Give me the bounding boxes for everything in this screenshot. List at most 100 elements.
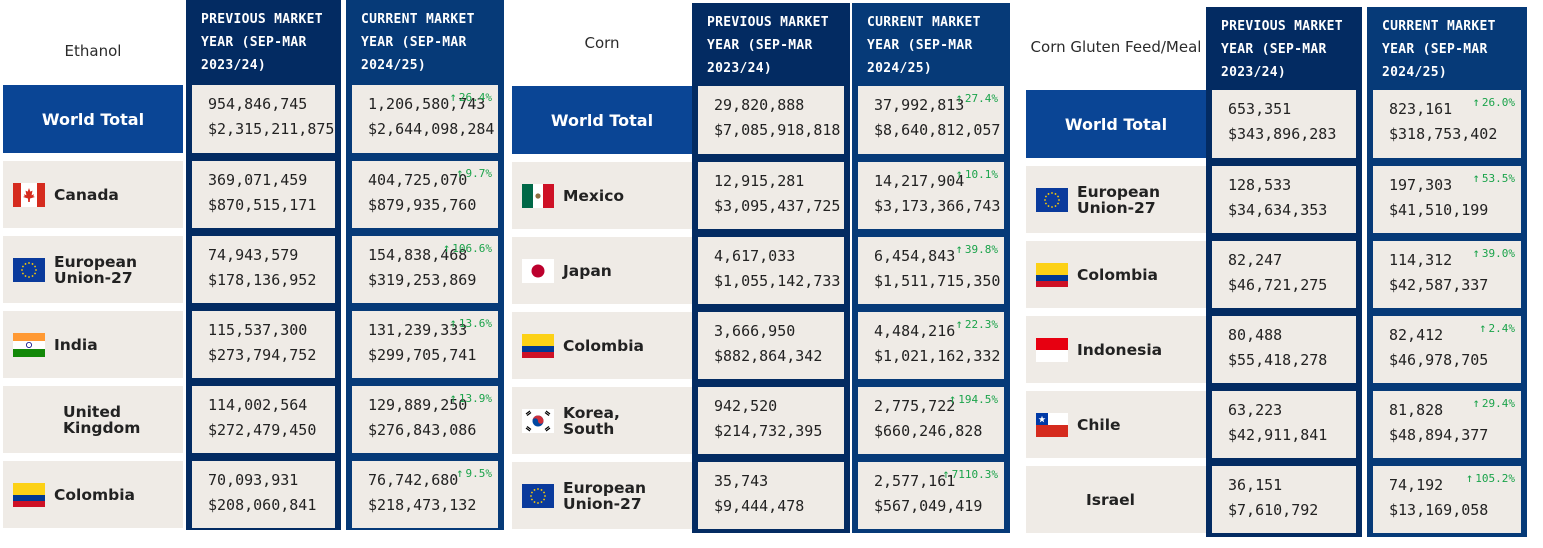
- change-badge: ↑ 13.6%: [450, 316, 492, 331]
- dollar-value: $299,705,741: [368, 345, 477, 364]
- quantity-value: 129,889,250: [368, 395, 468, 414]
- curr-year-cell: 4,484,216 $1,021,162,332 ↑ 22.3%: [858, 312, 1004, 379]
- prev-year-cell: 70,093,931 $208,060,841: [192, 461, 335, 528]
- country-name-cell: Colombia: [3, 461, 183, 528]
- world-total-prev-cell: 29,820,888 $7,085,918,818: [698, 86, 844, 154]
- dollar-value: $34,634,353: [1228, 200, 1328, 219]
- arrow-up-icon: ↑: [449, 90, 457, 104]
- dollar-value: $1,511,715,350: [874, 271, 1001, 290]
- prev-year-cell: 942,520 $214,732,395: [698, 387, 844, 454]
- quantity-value: 2,577,161: [874, 471, 956, 490]
- world-total-label: World Total: [1026, 90, 1206, 158]
- market-table: Ethanol PREVIOUS MARKET YEAR (SEP-MAR 202…: [3, 0, 504, 548]
- dollar-value: $13,169,058: [1389, 500, 1489, 519]
- world-total-label: World Total: [3, 85, 183, 153]
- change-badge: ↑ 39.8%: [956, 242, 998, 257]
- prev-year-cell: 4,617,033 $1,055,142,733: [698, 237, 844, 304]
- quantity-value: 29,820,888: [714, 96, 805, 114]
- curr-year-cell: 129,889,250 $276,843,086 ↑ 13.9%: [352, 386, 498, 453]
- india-flag-icon: [13, 332, 45, 357]
- prev-year-header: PREVIOUS MARKET YEAR (SEP-MAR 2023/24): [1221, 19, 1343, 80]
- quantity-value: 954,846,745: [208, 95, 308, 113]
- dollar-value: $273,794,752: [208, 345, 317, 364]
- country-name: Canada: [54, 185, 119, 204]
- quantity-value: 76,742,680: [368, 470, 459, 489]
- country-name: Mexico: [563, 186, 625, 205]
- dollar-value: $208,060,841: [208, 495, 317, 514]
- dollar-value: $178,136,952: [208, 270, 317, 289]
- quantity-value: 942,520: [714, 396, 778, 415]
- world-total-prev-cell: 954,846,745 $2,315,211,875: [192, 85, 335, 153]
- quantity-value: 70,093,931: [208, 470, 299, 489]
- curr-year-cell: 404,725,070 $879,935,760 ↑ 9.7%: [352, 161, 498, 228]
- curr-year-cell: 131,239,333 $299,705,741 ↑ 13.6%: [352, 311, 498, 378]
- arrow-up-icon: ↑: [1472, 171, 1480, 185]
- dollar-value: $48,894,377: [1389, 425, 1489, 444]
- change-badge: ↑ 26.0%: [1473, 95, 1515, 110]
- eu-flag-icon: [522, 483, 554, 508]
- change-percent: 13.9%: [458, 392, 492, 405]
- change-badge: ↑ 194.5%: [949, 392, 998, 407]
- world-total-curr-cell: 1,206,580,743 $2,644,098,284 ↑ 26.4%: [352, 85, 498, 153]
- dollar-value: $9,444,478: [714, 496, 805, 515]
- prev-year-cell: 35,743 $9,444,478: [698, 462, 844, 529]
- country-name: Israel: [1086, 490, 1135, 509]
- quantity-value: 128,533: [1228, 175, 1292, 194]
- dollar-value: $2,315,211,875: [208, 120, 335, 138]
- country-name: European Union-27: [1077, 182, 1161, 217]
- quantity-value: 74,943,579: [208, 245, 299, 264]
- change-percent: 7110.3%: [951, 468, 998, 481]
- prev-year-cell: 12,915,281 $3,095,437,725: [698, 162, 844, 229]
- change-badge: ↑ 9.7%: [456, 166, 492, 181]
- dollar-value: $318,753,402: [1389, 125, 1498, 143]
- country-name-cell: European Union-27: [3, 236, 183, 303]
- quantity-value: 154,838,468: [368, 245, 468, 264]
- arrow-up-icon: ↑: [1472, 246, 1480, 260]
- colombia-flag-icon: [13, 482, 45, 507]
- dollar-value: $8,640,812,057: [874, 121, 1001, 139]
- dollar-value: $2,644,098,284: [368, 120, 495, 138]
- change-percent: 105.2%: [1475, 472, 1515, 485]
- change-percent: 13.6%: [458, 317, 492, 330]
- quantity-value: 115,537,300: [208, 320, 308, 339]
- quantity-value: 82,247: [1228, 250, 1283, 269]
- quantity-value: 3,666,950: [714, 321, 796, 340]
- canada-flag-icon: [13, 182, 45, 207]
- dollar-value: $319,253,869: [368, 270, 477, 289]
- arrow-up-icon: ↑: [942, 467, 950, 481]
- market-table: Corn Gluten Feed/Meal PREVIOUS MARKET YEA…: [1020, 0, 1527, 548]
- dollar-value: $1,055,142,733: [714, 271, 841, 290]
- dollar-value: $567,049,419: [874, 496, 983, 515]
- quantity-value: 131,239,333: [368, 320, 468, 339]
- arrow-up-icon: ↑: [1466, 471, 1474, 485]
- country-name: European Union-27: [563, 478, 647, 513]
- japan-flag-icon: [522, 258, 554, 283]
- colombia-flag-icon: [1036, 262, 1068, 287]
- mexico-flag-icon: [522, 183, 554, 208]
- change-percent: 9.5%: [465, 467, 493, 480]
- dollar-value: $870,515,171: [208, 195, 317, 214]
- country-name-cell: European Union-27: [512, 462, 692, 529]
- curr-year-header: CURRENT MARKET YEAR (SEP-MAR 2024/25): [867, 15, 981, 76]
- country-name-cell: Israel: [1026, 466, 1206, 533]
- country-name: Japan: [563, 261, 612, 280]
- country-name: European Union-27: [54, 252, 138, 287]
- world-total-curr-cell: 823,161 $318,753,402 ↑ 26.0%: [1373, 90, 1521, 158]
- country-name-cell: Canada: [3, 161, 183, 228]
- change-badge: ↑ 9.5%: [456, 466, 492, 481]
- curr-year-cell: 14,217,904 $3,173,366,743 ↑ 10.1%: [858, 162, 1004, 229]
- quantity-value: 197,303: [1389, 175, 1453, 194]
- quantity-value: 37,992,813: [874, 96, 965, 114]
- country-name-cell: India: [3, 311, 183, 378]
- dollar-value: $879,935,760: [368, 195, 477, 214]
- quantity-value: 14,217,904: [874, 171, 965, 190]
- change-badge: ↑ 39.0%: [1473, 246, 1515, 261]
- quantity-value: 82,412: [1389, 325, 1444, 344]
- world-total-label: World Total: [512, 86, 692, 154]
- quantity-value: 36,151: [1228, 475, 1283, 494]
- change-percent: 39.8%: [964, 243, 998, 256]
- country-name: Colombia: [563, 336, 645, 355]
- quantity-value: 823,161: [1389, 100, 1453, 118]
- indonesia-flag-icon: [1036, 337, 1068, 362]
- prev-year-cell: 74,943,579 $178,136,952: [192, 236, 335, 303]
